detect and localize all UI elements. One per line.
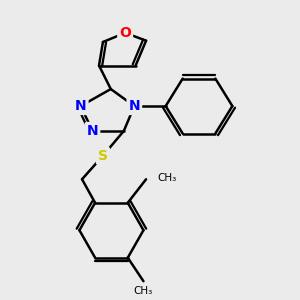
Text: S: S <box>98 149 108 163</box>
Text: N: N <box>87 124 98 138</box>
Text: N: N <box>128 99 140 113</box>
Text: CH₃: CH₃ <box>134 286 153 296</box>
Text: CH₃: CH₃ <box>158 173 177 183</box>
Text: N: N <box>75 99 86 113</box>
Text: O: O <box>119 26 131 40</box>
